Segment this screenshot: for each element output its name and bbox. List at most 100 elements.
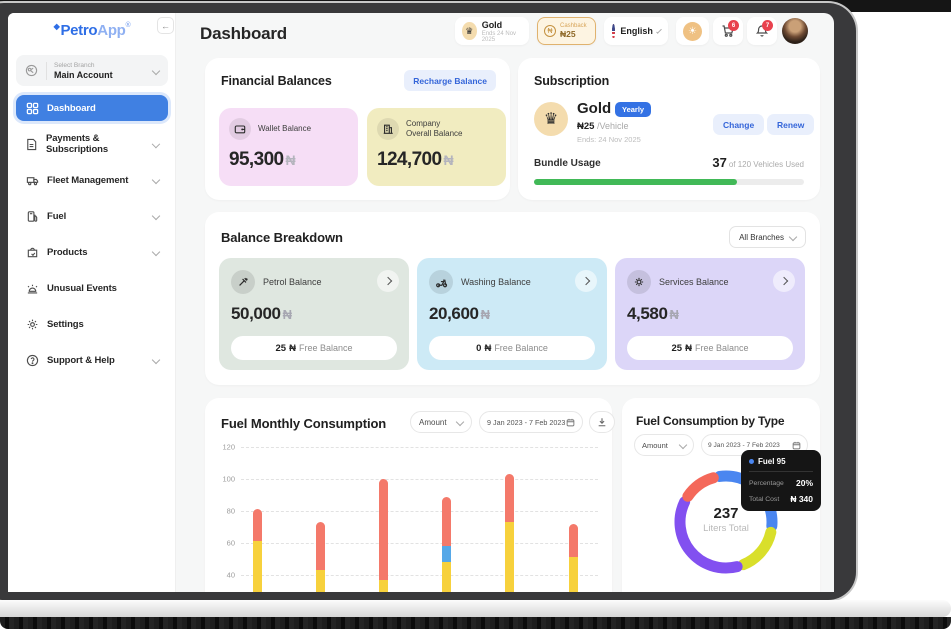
download-button[interactable] [589,411,615,433]
donut-segment[interactable] [682,472,719,502]
sidebar-item-products[interactable]: Products [16,239,168,265]
download-icon [598,418,606,427]
logo-registered-mark: ® [125,22,131,29]
sidebar-menu: Dashboard Payments & Subscriptions Fleet… [16,95,168,383]
services-icon [627,270,651,294]
date-range-select[interactable]: 9 Jan 2023 - 7 Feb 2023 [479,411,583,433]
gridline [241,511,598,512]
gold-plan-label: Gold [481,19,503,30]
sidebar-item-fuel[interactable]: Fuel [16,203,168,229]
bar-segment-red [505,474,515,523]
coin-icon: ₦ [544,25,556,37]
company-icon [377,118,399,140]
subscription-card: Subscription ♛ Gold Yearly ₦25 /Vehicle … [518,58,820,200]
user-avatar[interactable] [782,18,808,44]
services-details-button[interactable] [773,270,795,292]
chevron-down-icon [151,211,161,221]
fuel-type-title: Fuel Consumption by Type [636,414,785,428]
services-free-balance: 25 ₦ Free Balance [627,336,793,360]
y-axis-tick: 100 [222,474,235,484]
payments-icon [25,137,38,151]
gold-plan-badge-icon: ♛ [534,102,568,136]
tooltip-series-dot [749,459,754,464]
sun-icon: ☀ [683,21,702,41]
wallet-balance-value: 95,300 [229,149,284,170]
plan-price: ₦25 [577,121,595,132]
sidebar-item-support-help[interactable]: Support & Help [16,347,168,373]
chevron-right-icon [383,276,393,286]
sidebar-item-settings[interactable]: Settings [16,311,168,337]
bar-segment-red [252,509,262,542]
sidebar-collapse-button[interactable]: ← [157,17,174,34]
services-balance-tile: Services Balance 4,580 ₦ 25 ₦ Free Balance [615,258,805,370]
petrol-details-button[interactable] [377,270,399,292]
chevron-down-icon [151,66,161,75]
notifications-badge: 7 [762,20,773,31]
chevron-down-icon [151,247,161,257]
y-axis-tick: 60 [226,538,235,548]
gold-plan-ends: Ends 24 Nov 2025 [481,30,517,43]
notifications-button[interactable]: 7 [747,17,777,45]
washing-details-button[interactable] [575,270,597,292]
cashback-value: ₦25 [560,29,576,39]
sidebar-item-payments-subscriptions[interactable]: Payments & Subscriptions [16,131,168,157]
change-plan-button[interactable]: Change [713,114,765,135]
plan-name: Gold [577,100,612,117]
naira-symbol: ₦ [443,152,453,168]
services-balance-value: 4,580 [627,304,668,323]
renew-plan-button[interactable]: Renew [767,114,815,135]
bar-segment-yellow [378,579,388,592]
plan-ends: Ends: 24 Nov 2025 [577,135,641,144]
sidebar-item-dashboard[interactable]: Dashboard [16,95,168,121]
fuel-monthly-card: Fuel Monthly Consumption Amount 9 Jan 20… [205,398,615,592]
help-icon [25,353,39,367]
company-balance-value: 124,700 [377,149,442,170]
bundle-progress-track [534,179,804,185]
cashback-label: Cashback [560,23,587,29]
gold-plan-pill[interactable]: ♛ Gold Ends 24 Nov 2025 [455,17,529,45]
tooltip-title: Fuel 95 [758,457,786,466]
sidebar-item-unusual-events[interactable]: Unusual Events [16,275,168,301]
bundle-usage-label: Bundle Usage [534,158,601,169]
divider [46,61,47,80]
wallet-balance-tile: Wallet Balance 95,300 ₦ [219,108,358,186]
amount-filter-select[interactable]: Amount [634,434,694,456]
cart-badge: 6 [728,20,739,31]
washing-balance-tile: Washing Balance 20,600 ₦ 0 ₦ Free Balance [417,258,607,370]
cart-button[interactable]: 6 [713,17,743,45]
recharge-balance-button[interactable]: Recharge Balance [404,70,496,91]
wallet-balance-label: Wallet Balance [258,124,312,133]
donut-segment[interactable] [737,526,777,571]
bundle-progress-fill [534,179,737,185]
language-selector[interactable]: English [604,17,668,45]
logo-mark-icon: ◆ [53,22,60,31]
bar-segment-blue [442,546,452,563]
amount-filter-select[interactable]: Amount [410,411,472,433]
bar-chart-plot: 120 100 80 60 40 [205,398,612,592]
fuel-type-card: Fuel Consumption by Type Amount 9 Jan 20… [622,398,821,592]
services-balance-label: Services Balance [659,277,729,287]
bar-segment-yellow [442,562,452,592]
company-balance-tile: Company Overall Balance 124,700 ₦ [367,108,506,186]
page-title: Dashboard [200,24,287,43]
financial-balances-card: Financial Balances Recharge Balance Wall… [205,58,510,200]
donut-segment[interactable] [674,496,743,574]
laptop-base-foot [0,617,951,629]
gridline [241,447,598,448]
branches-filter-select[interactable]: All Branches [729,226,806,248]
cashback-pill[interactable]: ₦ Cashback ₦25 [537,17,596,45]
theme-toggle[interactable]: ☀ [676,17,709,45]
app-window: ◆PetroApp® Select Branch Main Account Da… [8,13,834,592]
donut-center: 237 Liters Total [660,505,792,534]
gridline [241,479,598,480]
branch-selector[interactable]: Select Branch Main Account [16,55,168,86]
gridline [241,575,598,576]
language-label: English [620,26,653,36]
chevron-down-icon [788,232,798,242]
sidebar-item-fleet-management[interactable]: Fleet Management [16,167,168,193]
financial-balances-title: Financial Balances [221,74,332,88]
branch-selector-value: Main Account [54,69,113,80]
gear-icon [25,317,39,331]
bar-segment-red [442,496,452,547]
